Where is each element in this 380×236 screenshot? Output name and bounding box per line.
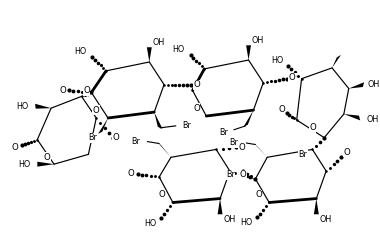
Text: O: O: [83, 86, 90, 95]
Text: O: O: [113, 133, 120, 142]
Text: O: O: [128, 169, 135, 178]
Text: O: O: [239, 143, 245, 152]
Polygon shape: [246, 45, 251, 60]
Polygon shape: [253, 143, 267, 157]
Text: OH: OH: [367, 80, 380, 89]
Text: HO: HO: [16, 102, 28, 111]
Text: OH: OH: [366, 115, 379, 124]
Polygon shape: [157, 142, 171, 157]
Polygon shape: [349, 82, 364, 88]
Polygon shape: [98, 118, 108, 134]
Text: O: O: [193, 104, 200, 113]
Text: Br: Br: [89, 133, 97, 142]
Text: OH: OH: [152, 38, 165, 47]
Polygon shape: [240, 173, 255, 179]
Text: Br: Br: [229, 138, 238, 147]
Text: O: O: [288, 73, 295, 82]
Text: O: O: [255, 190, 262, 199]
Text: HO: HO: [272, 55, 284, 64]
Text: HO: HO: [144, 219, 156, 228]
Polygon shape: [311, 138, 324, 151]
Text: O: O: [344, 148, 351, 157]
Text: O: O: [193, 80, 200, 89]
Polygon shape: [332, 55, 341, 68]
Text: Br: Br: [183, 121, 192, 130]
Text: O: O: [159, 190, 165, 199]
Polygon shape: [218, 198, 223, 214]
Text: OH: OH: [223, 215, 235, 224]
Text: O: O: [239, 170, 246, 180]
Polygon shape: [147, 47, 152, 62]
Text: O: O: [278, 105, 285, 114]
Text: Br: Br: [219, 128, 228, 137]
Polygon shape: [35, 104, 51, 109]
Text: O: O: [44, 153, 51, 162]
Text: Br: Br: [131, 137, 141, 146]
Polygon shape: [314, 198, 319, 214]
Text: Br: Br: [226, 170, 235, 180]
Text: HO: HO: [240, 218, 252, 227]
Polygon shape: [154, 112, 162, 129]
Polygon shape: [244, 110, 253, 127]
Text: O: O: [290, 73, 296, 82]
Text: O: O: [59, 86, 66, 95]
Text: O: O: [309, 123, 316, 132]
Text: Br: Br: [299, 150, 307, 159]
Polygon shape: [37, 162, 54, 167]
Text: HO: HO: [74, 47, 87, 56]
Text: O: O: [12, 143, 19, 152]
Text: OH: OH: [252, 36, 264, 45]
Text: O: O: [93, 106, 100, 115]
Text: HO: HO: [18, 160, 30, 169]
Polygon shape: [344, 114, 360, 120]
Text: OH: OH: [319, 215, 331, 224]
Text: HO: HO: [173, 45, 185, 54]
